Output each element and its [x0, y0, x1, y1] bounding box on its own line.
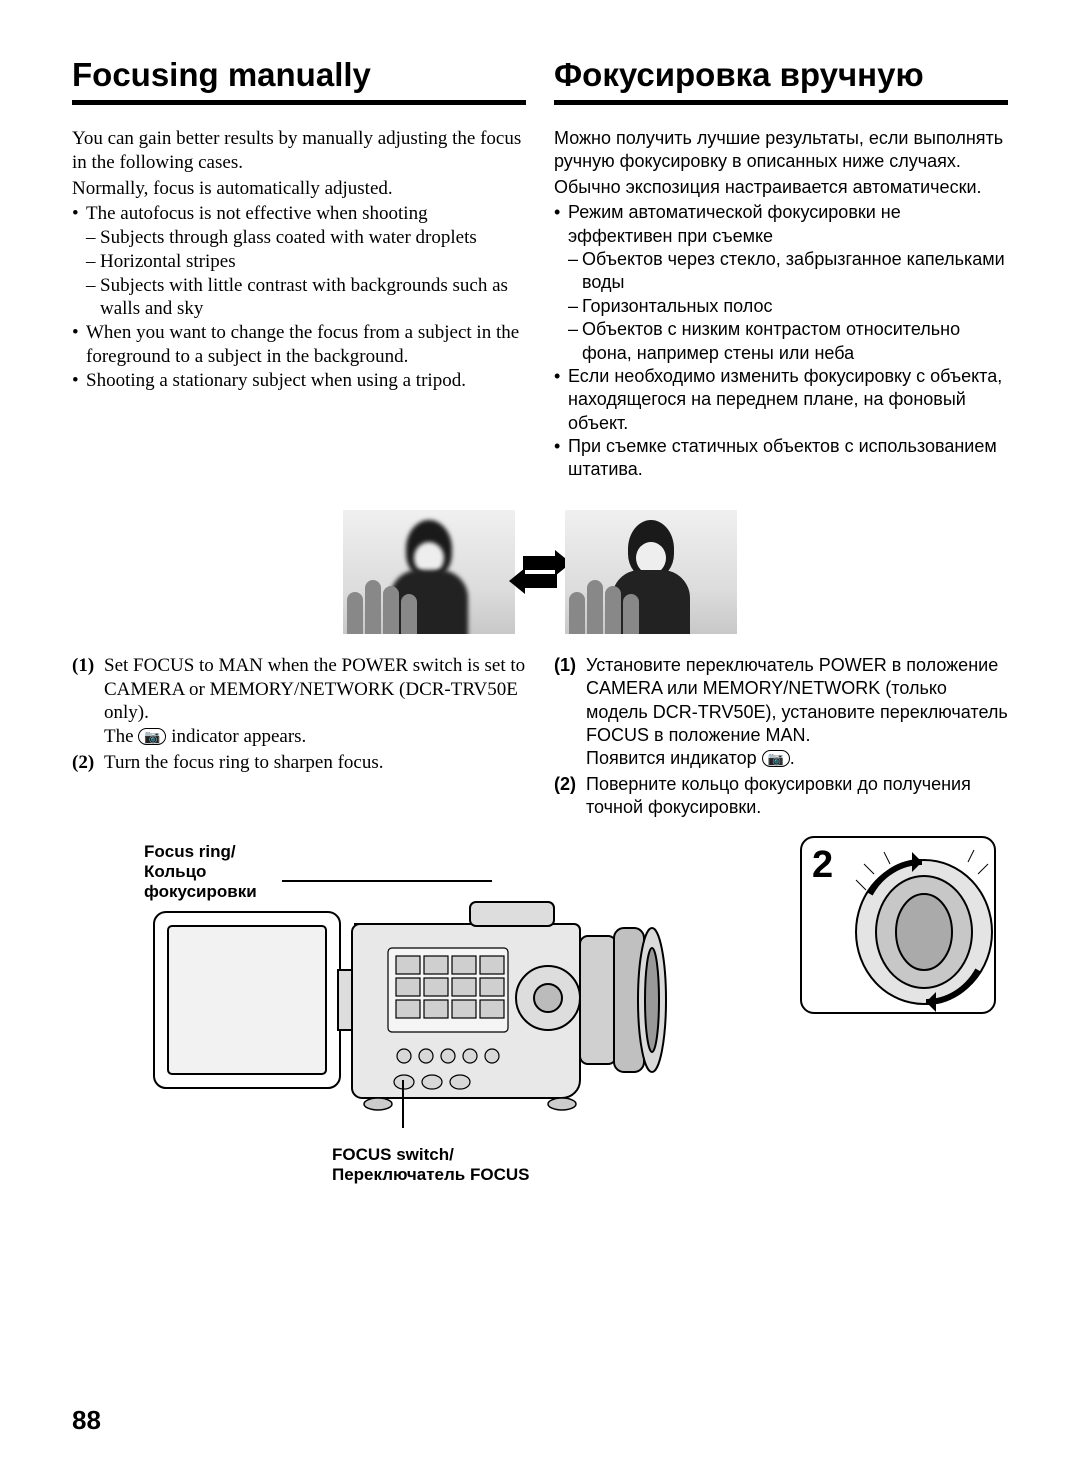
bullets-ru: Режим автоматической фокусировки не эффе…: [554, 201, 1008, 482]
intro1-ru: Можно получить лучшие результаты, если в…: [554, 127, 1008, 174]
arrows-icon: [523, 556, 557, 588]
step2-ru: (2) Поверните кольцо фокусировки до полу…: [554, 773, 1008, 820]
focus-switch-label: FOCUS switch/ Переключатель FOCUS: [332, 1145, 529, 1186]
steps-ru: (1) Установите переключатель POWER в пол…: [554, 654, 1008, 822]
subbullet-en-1b: Horizontal stripes: [86, 250, 526, 274]
intro2-en: Normally, focus is automatically adjuste…: [72, 177, 526, 201]
intro1-en: You can gain better results by manually …: [72, 127, 526, 175]
title-ru: Фокусировка вручную: [554, 56, 1008, 94]
bullet-ru-2: Если необходимо изменить фокусировку с о…: [554, 365, 1008, 435]
step2-en: (2) Turn the focus ring to sharpen focus…: [72, 751, 526, 775]
photo-sharp: [565, 510, 737, 634]
subbullet-ru-1b: Горизонтальных полос: [568, 295, 1008, 318]
steps-en: (1) Set FOCUS to MAN when the POWER swit…: [72, 654, 526, 822]
focus-indicator-icon: 📷: [138, 728, 166, 745]
title-rule-en: [72, 100, 526, 105]
bullet-en-1: The autofocus is not effective when shoo…: [72, 202, 526, 321]
photo-comparison: [72, 510, 1008, 634]
subbullet-en-1a: Subjects through glass coated with water…: [86, 226, 526, 250]
bullet-en-3: Shooting a stationary subject when using…: [72, 369, 526, 393]
intro2-ru: Обычно экспозиция настраивается автомати…: [554, 176, 1008, 199]
subbullet-ru-1a: Объектов через стекло, забрызганное капе…: [568, 248, 1008, 295]
focus-switch-leader-line: [402, 1080, 404, 1128]
title-en: Focusing manually: [72, 56, 526, 94]
photo-blurred: [343, 510, 515, 634]
column-russian: Фокусировка вручную Можно получить лучши…: [554, 56, 1008, 482]
step1-ru: (1) Установите переключатель POWER в пол…: [554, 654, 1008, 771]
subbullet-ru-1c: Объектов с низким контрастом относительн…: [568, 318, 1008, 365]
step1-en: (1) Set FOCUS to MAN when the POWER swit…: [72, 654, 526, 749]
subbullet-en-1c: Subjects with little contrast with backg…: [86, 274, 526, 322]
title-rule-ru: [554, 100, 1008, 105]
camera-illustration: Focus ring/ Кольцо фокусировки: [72, 836, 1008, 1186]
column-english: Focusing manually You can gain better re…: [72, 56, 526, 482]
callout-step-number: 2: [812, 844, 833, 887]
focus-ring-callout: 2: [800, 836, 996, 1014]
bullet-ru-1: Режим автоматической фокусировки не эффе…: [554, 201, 1008, 365]
camcorder-drawing: [152, 878, 712, 1143]
bullet-en-2: When you want to change the focus from a…: [72, 321, 526, 369]
bullet-ru-3: При съемке статичных объектов с использо…: [554, 435, 1008, 482]
bullets-en: The autofocus is not effective when shoo…: [72, 202, 526, 392]
focus-indicator-icon: 📷: [762, 750, 790, 767]
page-number: 88: [72, 1405, 101, 1436]
